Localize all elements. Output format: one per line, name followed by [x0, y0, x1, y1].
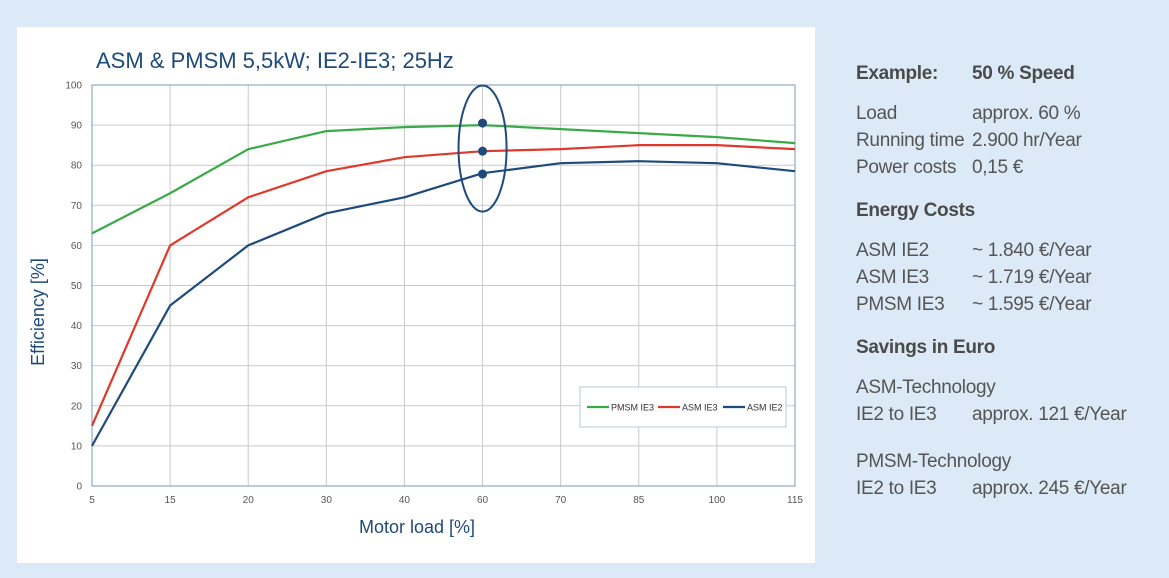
series-line	[90, 144, 796, 427]
highlight-dot	[478, 169, 488, 179]
savings-heading: Savings in Euro	[856, 337, 996, 358]
pmsm-technology-label: PMSM-Technology	[856, 451, 1011, 472]
x-tick-label: 70	[555, 495, 567, 506]
y-tick-label: 10	[71, 441, 83, 452]
y-tick-label: 60	[71, 241, 83, 252]
energy-value: ~ 1.840 €/Year	[972, 240, 1092, 261]
y-tick-label: 70	[71, 201, 83, 212]
pmsm-savings-label: IE2 to IE3	[856, 478, 937, 499]
asm-savings-value: approx. 121 €/Year	[972, 404, 1127, 425]
y-tick-label: 50	[71, 281, 83, 292]
param-label: Load	[856, 103, 898, 124]
y-tick-label: 100	[65, 81, 82, 92]
y-tick-label: 90	[71, 121, 83, 132]
energy-label: PMSM IE3	[856, 294, 945, 315]
y-tick-label: 40	[71, 321, 83, 332]
highlight-dot	[478, 146, 488, 156]
chart-title: ASM & PMSM 5,5kW; IE2-IE3; 25Hz	[96, 48, 454, 73]
pmsm-savings-value: approx. 245 €/Year	[972, 478, 1127, 499]
energy-label: ASM IE3	[856, 267, 929, 288]
x-tick-label: 30	[321, 495, 333, 506]
asm-savings-label: IE2 to IE3	[856, 404, 937, 425]
efficiency-chart: ASM & PMSM 5,5kW; IE2-IE3; 25Hz 0 10 20 30 4…	[28, 48, 803, 537]
x-tick-label: 5	[89, 495, 95, 506]
x-tick-label: 40	[399, 495, 411, 506]
energy-row: ASM IE2 ~ 1.840 €/Year	[856, 237, 1156, 264]
x-tick-label: 60	[477, 495, 489, 506]
energy-costs-heading: Energy Costs	[856, 200, 975, 221]
example-heading: Example: 50 % Speed	[856, 58, 1156, 90]
param-row: Load approx. 60 %	[856, 100, 1156, 127]
param-label: Power costs	[856, 157, 957, 178]
param-value: 2.900 hr/Year	[972, 130, 1082, 151]
chart-panel: ASM & PMSM 5,5kW; IE2-IE3; 25Hz 0 10 20 30 4…	[17, 27, 815, 563]
series-line	[91, 160, 796, 447]
series-lines	[90, 123, 796, 447]
plot-frame	[91, 84, 796, 487]
energy-row: PMSM IE3 ~ 1.595 €/Year	[856, 291, 1156, 318]
param-value: approx. 60 %	[972, 103, 1081, 124]
pmsm-savings-row: IE2 to IE3 approx. 245 €/Year	[856, 475, 1156, 502]
param-row: Running time 2.900 hr/Year	[856, 127, 1156, 154]
energy-label: ASM IE2	[856, 240, 929, 261]
legend: PMSM IE3 ASM IE3 ASM IE2	[579, 386, 787, 428]
legend-label: PMSM IE3	[611, 403, 654, 413]
param-label: Running time	[856, 130, 965, 151]
highlight	[457, 84, 508, 213]
param-value: 0,15 €	[972, 157, 1024, 178]
axes: 0 10 20 30 40 50 60 70 80 90 100 5 15 20 30 40 60 70 85 100…	[65, 81, 803, 507]
example-value: 50 % Speed	[972, 63, 1075, 84]
legend-box	[579, 386, 787, 428]
x-axis-label: Motor load [%]	[359, 517, 475, 537]
example-label: Example:	[856, 63, 939, 84]
x-tick-label: 85	[633, 495, 645, 506]
x-tick-label: 100	[709, 495, 726, 506]
series-line	[91, 123, 796, 235]
x-tick-label: 115	[787, 495, 803, 506]
x-tick-label: 15	[165, 495, 177, 506]
highlight-ellipse	[457, 84, 508, 213]
energy-row: ASM IE3 ~ 1.719 €/Year	[856, 264, 1156, 291]
y-tick-label: 20	[71, 401, 83, 412]
asm-savings-row: IE2 to IE3 approx. 121 €/Year	[856, 401, 1156, 428]
y-tick-label: 30	[71, 361, 83, 372]
y-axis-label: Efficiency [%]	[28, 258, 48, 366]
asm-technology-label: ASM-Technology	[856, 377, 996, 398]
legend-label: ASM IE2	[747, 403, 783, 413]
energy-value: ~ 1.595 €/Year	[972, 294, 1092, 315]
y-tick-label: 80	[71, 161, 83, 172]
energy-value: ~ 1.719 €/Year	[972, 267, 1092, 288]
legend-label: ASM IE3	[682, 403, 718, 413]
y-tick-label: 0	[76, 482, 82, 493]
x-tick-label: 20	[243, 495, 255, 506]
param-row: Power costs 0,15 €	[856, 154, 1156, 181]
highlight-dot	[478, 118, 488, 128]
info-panel: Example: 50 % Speed Load approx. 60 % Runn…	[856, 58, 1156, 502]
